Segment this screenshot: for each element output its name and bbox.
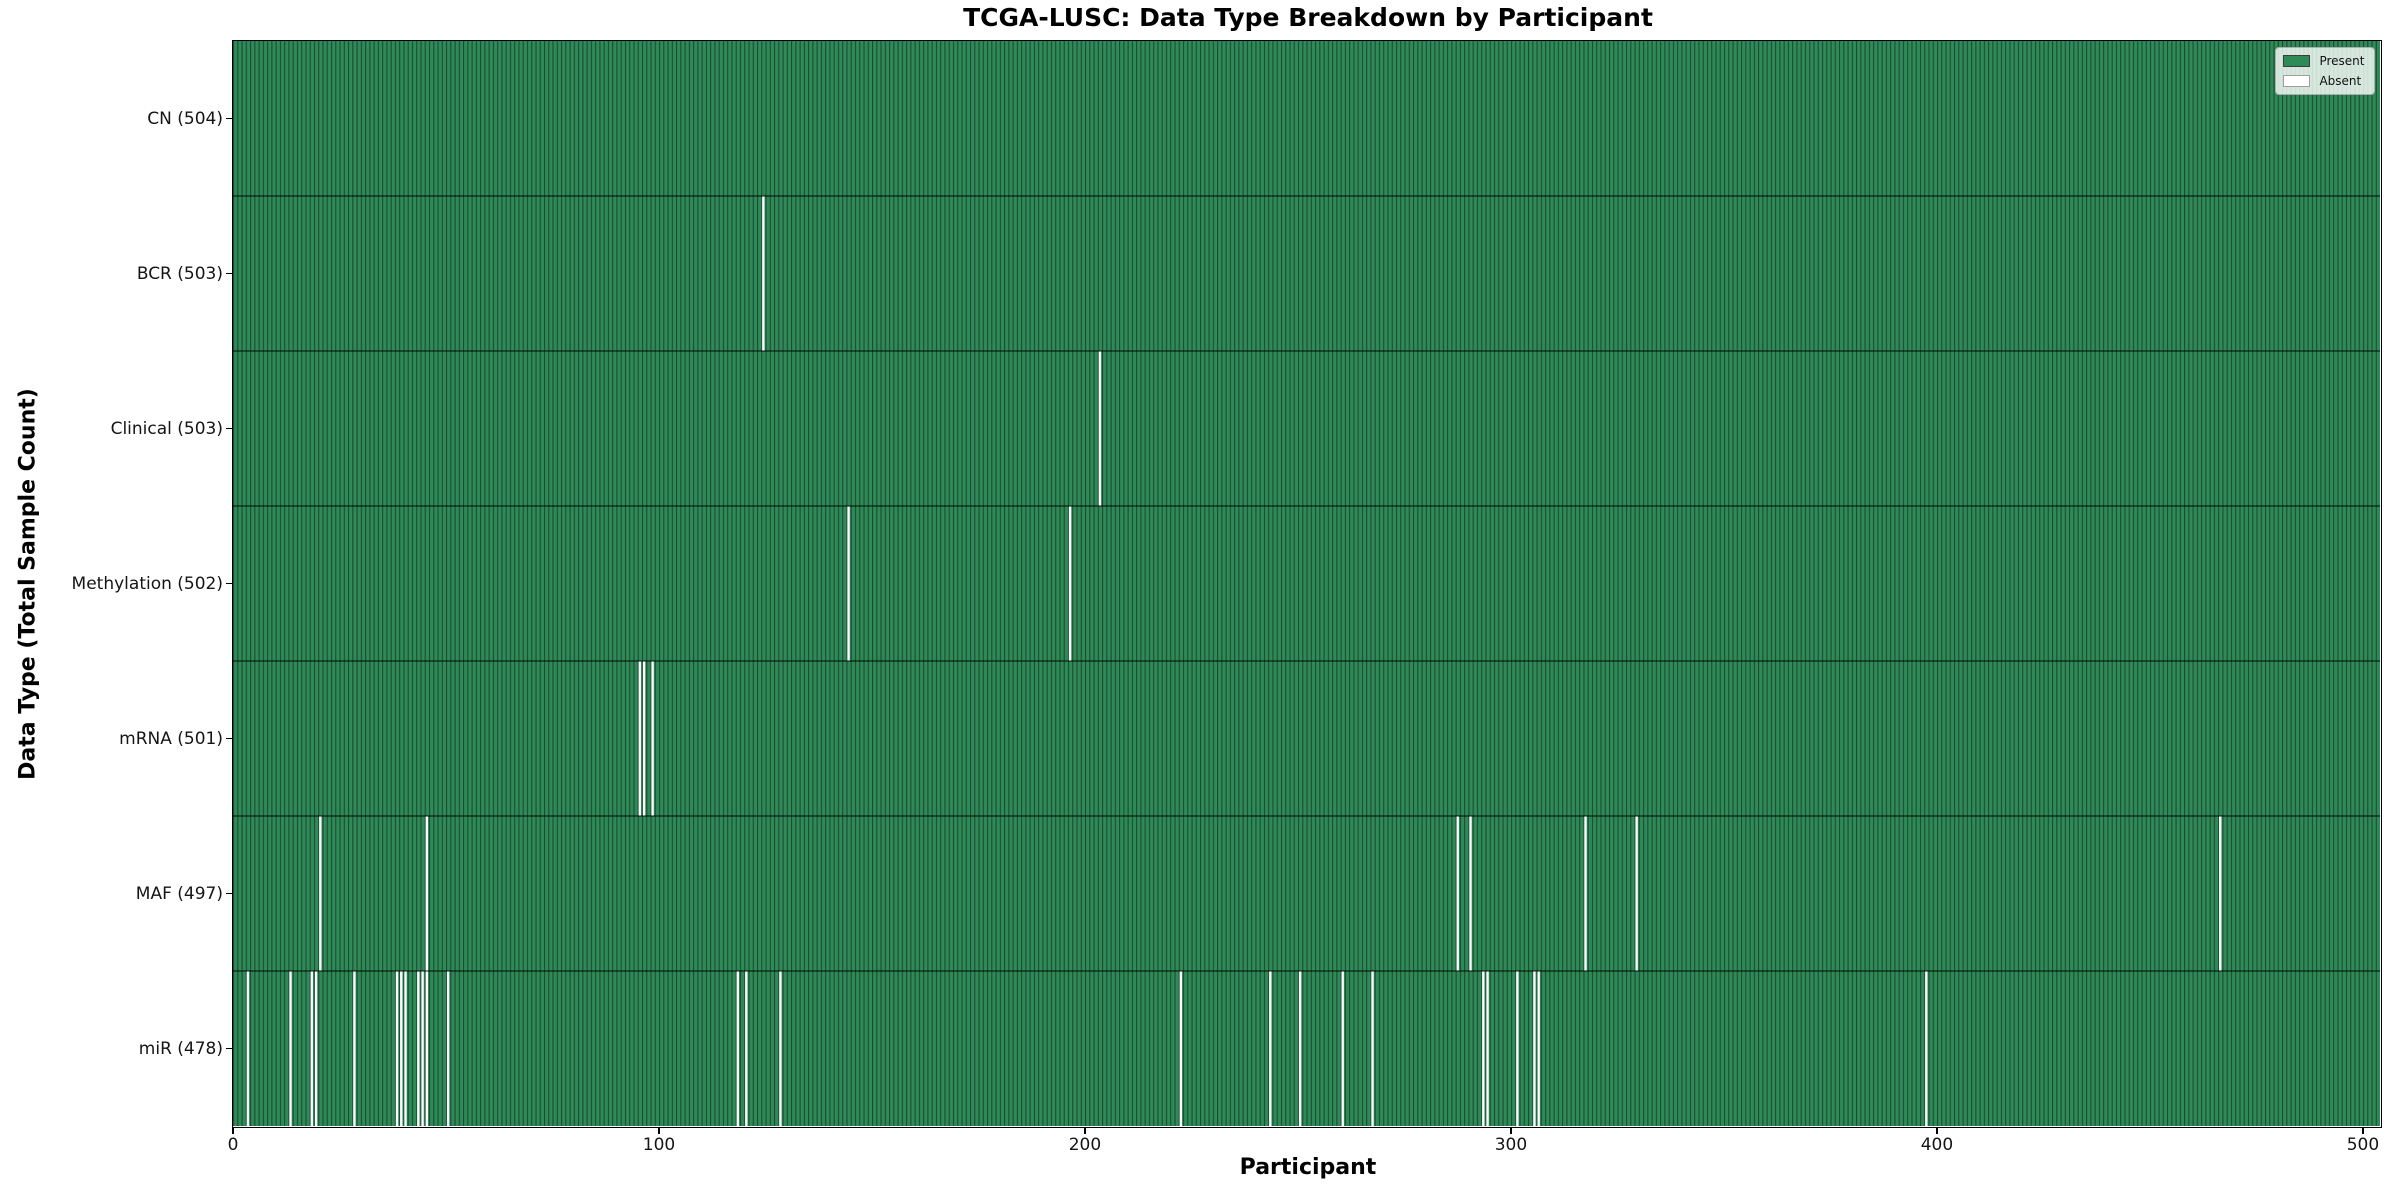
legend: Present Absent <box>2275 46 2375 95</box>
x-tick-mark <box>1084 1127 1086 1134</box>
legend-label-present: Present <box>2319 53 2365 68</box>
x-tick-mark <box>232 1127 234 1134</box>
x-axis-label: Participant <box>1239 1155 1377 1180</box>
y-tick-label-bcr: BCR (503) <box>136 263 223 284</box>
chart-title: TCGA-LUSC: Data Type Breakdown by Partic… <box>963 3 1653 32</box>
presence-matrix-svg <box>232 40 2380 1126</box>
legend-item-absent: Absent <box>2283 74 2364 88</box>
y-tick-label-methylation: Methylation (502) <box>71 573 223 594</box>
absent-swatch-icon <box>2283 74 2311 87</box>
x-tick-label: 300 <box>1494 1134 1528 1155</box>
x-tick-mark <box>1936 1127 1938 1134</box>
x-tick-label: 400 <box>1920 1134 1954 1155</box>
y-tick-mark <box>225 427 232 430</box>
x-tick-label: 100 <box>642 1134 676 1155</box>
x-tick-label: 200 <box>1068 1134 1102 1155</box>
y-tick-mark <box>225 272 232 275</box>
x-tick-mark <box>2362 1127 2364 1134</box>
x-tick-mark <box>1510 1127 1512 1134</box>
y-tick-mark <box>225 582 232 585</box>
x-tick-label: 0 <box>227 1134 239 1155</box>
y-tick-mark <box>225 1047 232 1050</box>
x-tick-label: 500 <box>2346 1134 2380 1155</box>
y-tick-mark <box>225 117 232 120</box>
legend-label-absent: Absent <box>2319 73 2362 88</box>
y-tick-label-maf: MAF (497) <box>135 883 223 904</box>
y-tick-label-clinical: Clinical (503) <box>110 418 223 439</box>
plot-area: Present Absent <box>231 39 2382 1128</box>
y-tick-mark <box>225 737 232 740</box>
y-tick-label-mrna: mRNA (501) <box>119 728 223 749</box>
y-tick-label-mir: miR (478) <box>138 1038 223 1059</box>
present-swatch-icon <box>2283 54 2311 67</box>
y-tick-label-cn: CN (504) <box>147 108 223 129</box>
y-tick-mark <box>225 892 232 895</box>
x-tick-mark <box>658 1127 660 1134</box>
legend-item-present: Present <box>2283 53 2365 68</box>
